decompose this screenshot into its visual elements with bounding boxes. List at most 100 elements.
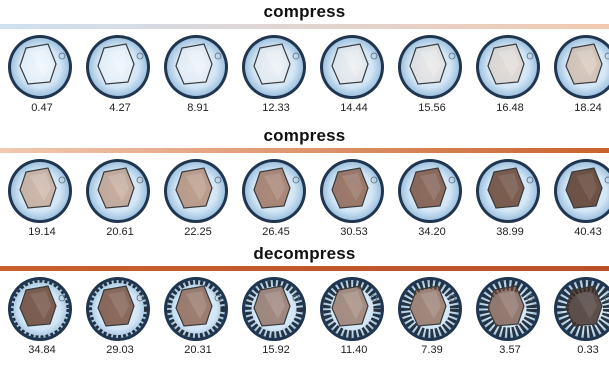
crystal-shape: [97, 285, 135, 327]
sample-cell: 14.44: [312, 34, 388, 134]
sample-row: 19.14 20.61 22.25 26.45 30.53 34.20 38.99 40.43: [0, 158, 609, 258]
sample-cell: 12.33: [234, 34, 310, 134]
pressure-label: 0.33: [577, 344, 599, 356]
dac-sample-image: [554, 277, 609, 341]
crystal-shape: [565, 167, 603, 209]
dac-sample-image: [86, 277, 150, 341]
dac-sample-image: [320, 35, 384, 99]
sample-cell: 0.33: [546, 276, 609, 376]
pressure-label: 30.53: [340, 226, 368, 238]
crystal-shape: [565, 43, 603, 85]
pressure-label: 14.44: [340, 102, 368, 114]
pressure-label: 15.92: [262, 344, 290, 356]
dac-sample-image: [476, 35, 540, 99]
pressure-label: 3.57: [499, 344, 521, 356]
dac-sample-image: [8, 277, 72, 341]
pressure-label: 18.24: [574, 102, 602, 114]
crystal-shape: [409, 167, 447, 209]
dac-sample-image: [398, 35, 462, 99]
sample-cell: 8.91: [156, 34, 232, 134]
crystal-shape: [331, 43, 369, 85]
dac-sample-image: [320, 277, 384, 341]
pressure-label: 19.14: [28, 226, 56, 238]
sample-cell: 7.39: [390, 276, 466, 376]
crystal-shape: [487, 43, 525, 85]
pressure-label: 11.40: [340, 344, 368, 356]
pressure-label: 29.03: [106, 344, 134, 356]
pressure-label: 16.48: [496, 102, 524, 114]
pressure-label: 8.91: [187, 102, 209, 114]
crystal-shape: [487, 285, 525, 327]
pressure-label: 34.84: [28, 344, 56, 356]
pressure-label: 38.99: [496, 226, 524, 238]
crystal-shape: [175, 43, 213, 85]
crystal-shape: [253, 167, 291, 209]
crystal-shape: [409, 43, 447, 85]
dac-sample-image: [86, 35, 150, 99]
dac-sample-image: [164, 277, 228, 341]
dac-sample-image: [8, 159, 72, 223]
crystal-shape: [331, 285, 369, 327]
pressure-label: 4.27: [109, 102, 131, 114]
dac-sample-image: [320, 159, 384, 223]
dac-sample-image: [554, 35, 609, 99]
pressure-label: 34.20: [418, 226, 446, 238]
pressure-label: 22.25: [184, 226, 212, 238]
pressure-label: 20.31: [184, 344, 212, 356]
sample-cell: 20.31: [156, 276, 232, 376]
pressure-label: 12.33: [262, 102, 290, 114]
dac-sample-image: [8, 35, 72, 99]
crystal-shape: [175, 167, 213, 209]
sample-cell: 0.47: [0, 34, 76, 134]
pressure-label: 26.45: [262, 226, 290, 238]
crystal-shape: [19, 167, 57, 209]
crystal-shape: [331, 167, 369, 209]
dac-sample-image: [242, 35, 306, 99]
crystal-shape: [175, 285, 213, 327]
sample-cell: 3.57: [468, 276, 544, 376]
dac-sample-image: [242, 159, 306, 223]
pressure-gradient-bar: [0, 266, 609, 271]
crystal-shape: [97, 167, 135, 209]
dac-sample-image: [476, 277, 540, 341]
sample-cell: 16.48: [468, 34, 544, 134]
crystal-shape: [253, 43, 291, 85]
sample-cell: 4.27: [78, 34, 154, 134]
section-title: decompress: [253, 244, 356, 263]
sample-cell: 22.25: [156, 158, 232, 258]
pressure-label: 40.43: [574, 226, 602, 238]
sample-cell: 38.99: [468, 158, 544, 258]
sample-cell: 18.24: [546, 34, 609, 134]
dac-sample-image: [164, 35, 228, 99]
crystal-shape: [487, 167, 525, 209]
sample-cell: 40.43: [546, 158, 609, 258]
pressure-label: 7.39: [421, 344, 443, 356]
dac-sample-image: [164, 159, 228, 223]
sample-row: 34.84 29.03 20.31 15.92 11.40 7.39 3.57 0.33: [0, 276, 609, 376]
section-title: compress: [263, 2, 346, 21]
sample-cell: 11.40: [312, 276, 388, 376]
sample-cell: 20.61: [78, 158, 154, 258]
sample-cell: 15.92: [234, 276, 310, 376]
sample-cell: 26.45: [234, 158, 310, 258]
pressure-label: 20.61: [106, 226, 134, 238]
section-title: compress: [263, 126, 346, 145]
pressure-gradient-bar: [0, 24, 609, 29]
crystal-shape: [253, 285, 291, 327]
sample-cell: 19.14: [0, 158, 76, 258]
dac-sample-image: [242, 277, 306, 341]
dac-sample-image: [398, 277, 462, 341]
sample-cell: 34.20: [390, 158, 466, 258]
dac-sample-image: [554, 159, 609, 223]
dac-sample-image: [398, 159, 462, 223]
crystal-shape: [19, 285, 57, 327]
crystal-shape: [409, 285, 447, 327]
crystal-shape: [97, 43, 135, 85]
sample-cell: 34.84: [0, 276, 76, 376]
sample-row: 0.47 4.27 8.91 12.33 14.44 15.56 16.48 18.24: [0, 34, 609, 134]
crystal-shape: [19, 43, 57, 85]
sample-cell: 29.03: [78, 276, 154, 376]
pressure-label: 0.47: [31, 102, 53, 114]
dac-sample-image: [476, 159, 540, 223]
crystal-shape: [565, 285, 603, 327]
